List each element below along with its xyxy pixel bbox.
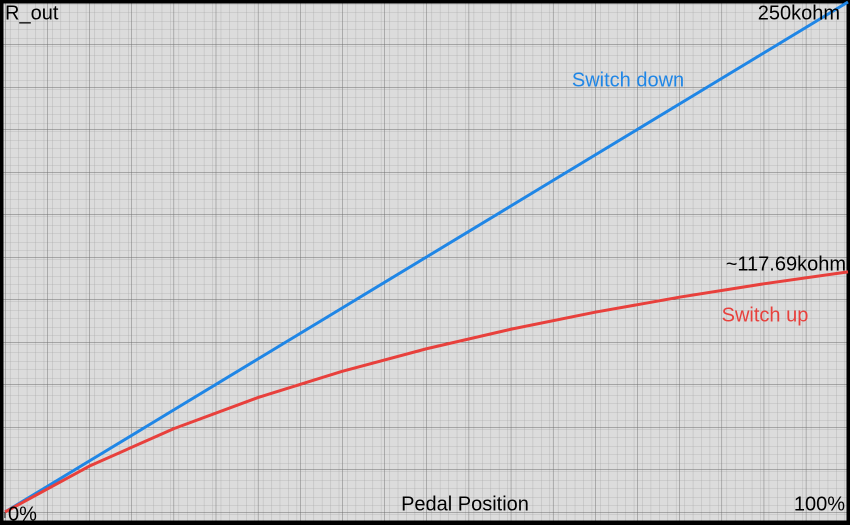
legend-label: Switch down <box>572 69 684 91</box>
chart-title: R_out <box>5 2 59 24</box>
x-tick-label: 100% <box>794 493 845 515</box>
annotation: ~117.69kohm <box>726 253 846 275</box>
series-line <box>4 0 849 514</box>
x-tick-label: 0% <box>8 503 37 525</box>
annotation: 250kohm <box>758 2 840 24</box>
x-axis-label: Pedal Position <box>401 493 529 515</box>
series-line <box>4 270 849 514</box>
legend-label: Switch up <box>722 304 809 326</box>
